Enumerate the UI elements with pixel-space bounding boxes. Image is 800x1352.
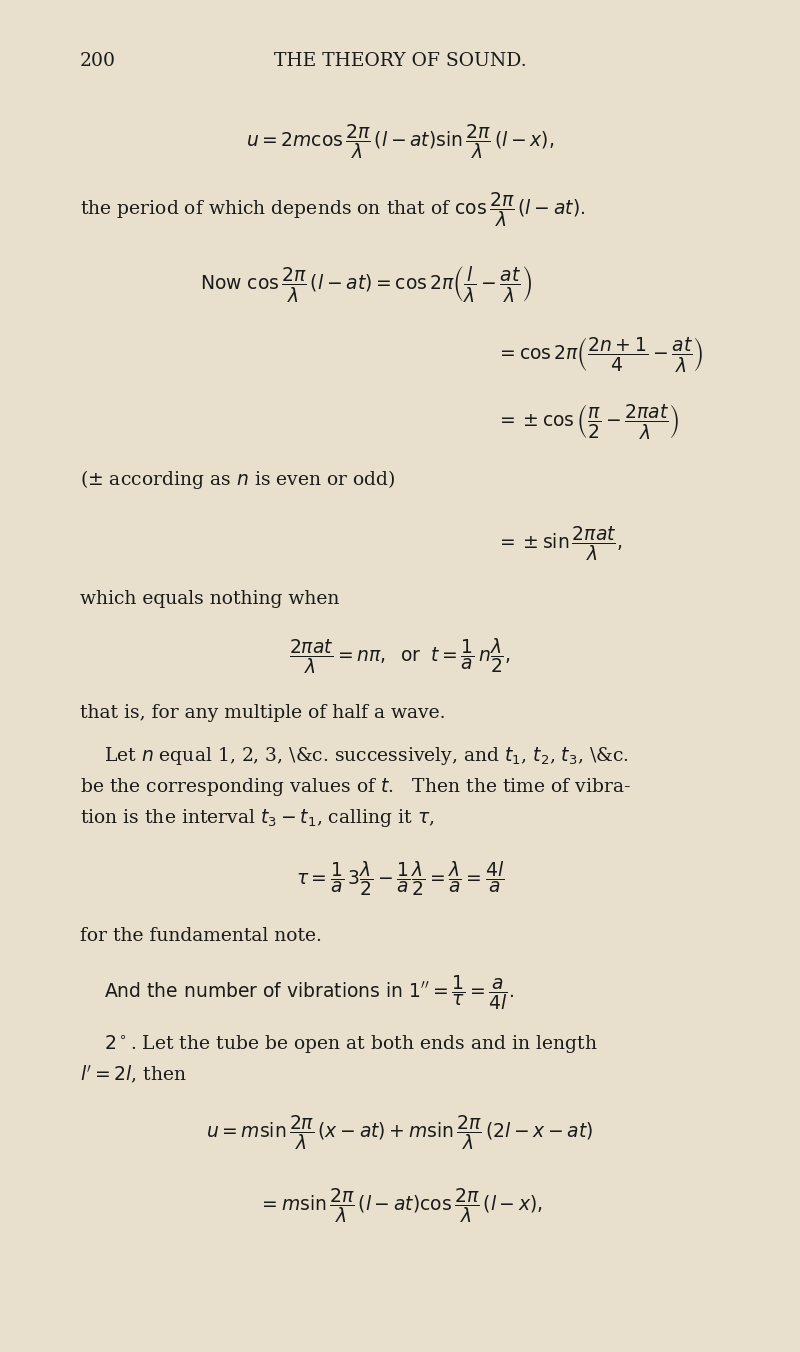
Text: tion is the interval $t_3 - t_1$, calling it $\tau$,: tion is the interval $t_3 - t_1$, callin… xyxy=(80,807,434,829)
Text: $u = 2m \cos \dfrac{2\pi}{\lambda}\,(l - at)\sin \dfrac{2\pi}{\lambda}\,(l - x),: $u = 2m \cos \dfrac{2\pi}{\lambda}\,(l -… xyxy=(246,123,554,161)
Text: for the fundamental note.: for the fundamental note. xyxy=(80,926,322,945)
Text: And the number of vibrations in $1'' = \dfrac{1}{\tau} = \dfrac{a}{4l}.$: And the number of vibrations in $1'' = \… xyxy=(104,973,514,1011)
Text: $= \pm \sin \dfrac{2\pi at}{\lambda},$: $= \pm \sin \dfrac{2\pi at}{\lambda},$ xyxy=(496,525,622,562)
Text: $= \pm \cos \left(\dfrac{\pi}{2} - \dfrac{2\pi at}{\lambda}\right)$: $= \pm \cos \left(\dfrac{\pi}{2} - \dfra… xyxy=(496,403,680,441)
Text: $2^\circ$. Let the tube be open at both ends and in length: $2^\circ$. Let the tube be open at both … xyxy=(104,1033,598,1055)
Text: $= \cos 2\pi \left(\dfrac{2n+1}{4} - \dfrac{at}{\lambda}\right)$: $= \cos 2\pi \left(\dfrac{2n+1}{4} - \df… xyxy=(496,335,703,373)
Text: Now $\cos \dfrac{2\pi}{\lambda}\,(l - at) = \cos 2\pi \left(\dfrac{l}{\lambda} -: Now $\cos \dfrac{2\pi}{\lambda}\,(l - at… xyxy=(200,264,532,304)
Text: THE THEORY OF SOUND.: THE THEORY OF SOUND. xyxy=(274,51,526,70)
Text: the period of which depends on that of $\cos \dfrac{2\pi}{\lambda}\,(l - at).$: the period of which depends on that of $… xyxy=(80,191,586,228)
Text: that is, for any multiple of half a wave.: that is, for any multiple of half a wave… xyxy=(80,703,446,722)
Text: be the corresponding values of $t$.$\quad$Then the time of vibra-: be the corresponding values of $t$.$\qua… xyxy=(80,776,631,798)
Text: $\dfrac{2\pi at}{\lambda} = n\pi,\;\text{ or }\; t = \dfrac{1}{a}\,n\dfrac{\lamb: $\dfrac{2\pi at}{\lambda} = n\pi,\;\text… xyxy=(290,635,510,676)
Text: 200: 200 xyxy=(80,51,116,70)
Text: Let $n$ equal 1, 2, 3, \&c. successively, and $t_1$, $t_2$, $t_3$, \&c.: Let $n$ equal 1, 2, 3, \&c. successively… xyxy=(104,745,629,767)
Text: $l' = 2l$, then: $l' = 2l$, then xyxy=(80,1064,187,1086)
Text: which equals nothing when: which equals nothing when xyxy=(80,589,339,608)
Text: $\tau = \dfrac{1}{a}\,3\dfrac{\lambda}{2} - \dfrac{1}{a}\dfrac{\lambda}{2} = \df: $\tau = \dfrac{1}{a}\,3\dfrac{\lambda}{2… xyxy=(296,860,504,898)
Text: $= m\sin \dfrac{2\pi}{\lambda}\,(l - at)\cos \dfrac{2\pi}{\lambda}\,(l - x),$: $= m\sin \dfrac{2\pi}{\lambda}\,(l - at)… xyxy=(258,1187,542,1225)
Text: $u = m\sin \dfrac{2\pi}{\lambda}\,(x - at) + m\sin \dfrac{2\pi}{\lambda}\,(2l - : $u = m\sin \dfrac{2\pi}{\lambda}\,(x - a… xyxy=(206,1114,594,1152)
Text: ($\pm$ according as $n$ is even or odd): ($\pm$ according as $n$ is even or odd) xyxy=(80,468,396,492)
